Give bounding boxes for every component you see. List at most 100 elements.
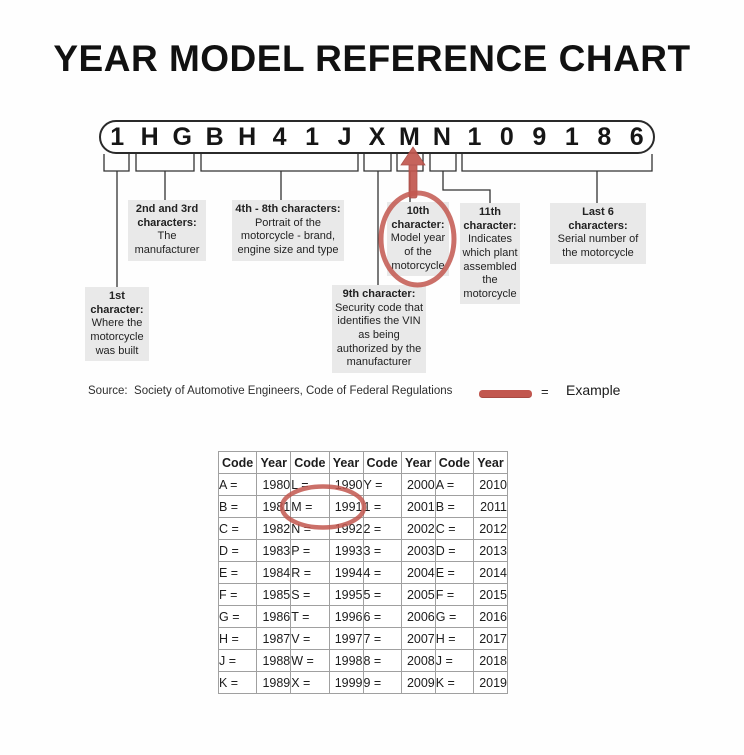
table-cell: B = (217, 495, 258, 518)
table-cell: X = (290, 671, 330, 694)
table-row: A = 1980 L = 1990 Y = 2000 A = 2010 (217, 473, 508, 496)
table-cell: Y = (362, 473, 402, 496)
table-cell: E = (434, 561, 475, 584)
table-cell: 2004 (400, 561, 436, 584)
table-cell: F = (434, 583, 475, 606)
vin-char-10: M (399, 122, 420, 151)
table-cell: R = (290, 561, 330, 584)
callout-1st-character: 1st character: Where the motorcycle was … (85, 287, 149, 362)
callout-11th-character: 11th character: Indicates which plant as… (460, 203, 520, 305)
table-cell: 2017 (473, 627, 508, 650)
table-row: E = 1984 R = 1994 4 = 2004 E = 2014 (217, 561, 508, 584)
table-header-row: Code Year Code Year Code Year Code Year (217, 451, 508, 474)
table-cell: D = (434, 539, 475, 562)
callout-last-6-characters: Last 6 characters: Serial number of the … (550, 203, 646, 264)
table-cell: 2006 (400, 605, 436, 628)
vin-char-11: N (432, 122, 451, 151)
table-cell: H = (434, 627, 475, 650)
col-header: Code (434, 451, 475, 474)
callout-heading: 9th character: (342, 288, 416, 300)
table-cell: 2018 (473, 649, 508, 672)
source-text: Source: Society of Automotive Engineers,… (88, 385, 453, 397)
table-cell: 1983 (256, 539, 292, 562)
callout-body: Serial number of the motorcycle (557, 233, 639, 259)
table-cell: V = (290, 627, 330, 650)
table-cell: D = (217, 539, 258, 562)
callout-body: The manufacturer (134, 230, 200, 256)
table-cell: 1994 (328, 561, 364, 584)
callout-body: Model year of the motorcycle (390, 232, 446, 272)
table-cell: 1990 (328, 473, 364, 496)
table-row: J = 1988 W = 1998 8 = 2008 J = 2018 (217, 649, 508, 672)
table-cell: 2013 (473, 539, 508, 562)
table-cell: W = (290, 649, 330, 672)
table-cell: 1981 (256, 495, 292, 518)
table-cell: 2019 (473, 671, 508, 694)
table-cell: 2010 (473, 473, 508, 496)
table-cell: 8 = (362, 649, 402, 672)
table-cell: 2005 (400, 583, 436, 606)
table-cell: 1999 (328, 671, 364, 694)
callout-body: Security code that identifies the VIN as… (334, 301, 424, 369)
table-cell: 2014 (473, 561, 508, 584)
callout-body: Indicates which plant assembled the moto… (462, 233, 518, 300)
callout-heading: 4th - 8th characters: (235, 203, 341, 215)
callout-body: Portrait of the motorcycle - brand, engi… (237, 216, 339, 256)
table-cell: G = (217, 605, 258, 628)
vin-char-2: H (140, 122, 159, 151)
table-cell: 1980 (256, 473, 292, 496)
vin-char-13: 0 (499, 122, 514, 151)
table-cell: 1982 (256, 517, 292, 540)
bracket-last-6 (461, 154, 653, 172)
callout-heading: 2nd and 3rd characters: (135, 203, 199, 229)
table-row: K = 1989 X = 1999 9 = 2009 K = 2019 (217, 671, 508, 694)
table-row: H = 1987 V = 1997 7 = 2007 H = 2017 (217, 627, 508, 650)
table-cell: K = (434, 671, 475, 694)
vin-char-1: 1 (110, 122, 125, 151)
vin-char-15: 1 (564, 122, 579, 151)
table-cell: 1988 (256, 649, 292, 672)
bracket-4th-8th (200, 154, 359, 172)
table-cell: C = (217, 517, 258, 540)
table-cell: H = (217, 627, 258, 650)
table-cell: 2000 (400, 473, 436, 496)
table-cell: E = (217, 561, 258, 584)
vin-char-17: 6 (629, 122, 644, 151)
col-header: Code (290, 451, 330, 474)
page-title: YEAR MODEL REFERENCE CHART (53, 38, 691, 79)
table-cell: 1987 (256, 627, 292, 650)
bracket-11th (429, 154, 457, 172)
col-header: Year (328, 451, 364, 474)
callout-4th-8th-characters: 4th - 8th characters: Portrait of the mo… (232, 200, 344, 261)
table-row: G = 1986 T = 1996 6 = 2006 G = 2016 (217, 605, 508, 628)
callout-heading: 11th character: (463, 206, 517, 232)
table-cell: 2015 (473, 583, 508, 606)
callout-heading: 1st character: (90, 290, 144, 316)
vin-char-6: 4 (272, 122, 287, 151)
vin-char-4: B (205, 122, 224, 151)
vin-char-3: G (172, 122, 192, 151)
table-cell: 2009 (400, 671, 436, 694)
table-cell: L = (290, 473, 330, 496)
table-cell: 2007 (400, 627, 436, 650)
vin-char-12: 1 (467, 122, 482, 151)
callout-2nd-3rd-characters: 2nd and 3rd characters: The manufacturer (128, 200, 206, 261)
table-cell: N = (290, 517, 330, 540)
table-cell: 1985 (256, 583, 292, 606)
col-header: Code (362, 451, 402, 474)
table-cell: 2 = (362, 517, 402, 540)
table-cell: 1997 (328, 627, 364, 650)
stem-11th (442, 171, 491, 203)
table-cell: 1989 (256, 671, 292, 694)
table-cell: 2003 (400, 539, 436, 562)
table-cell: A = (217, 473, 258, 496)
bracket-10th (396, 154, 424, 172)
table-cell: 2011 (473, 495, 508, 518)
vin-char-7: 1 (305, 122, 319, 151)
table-cell: 1984 (256, 561, 292, 584)
table-cell: 1992 (328, 517, 364, 540)
table-row: B = 1981 M = 1991 1 = 2001 B = 2011 (217, 495, 508, 518)
table-cell: J = (434, 649, 475, 672)
table-cell: A = (434, 473, 475, 496)
example-red-line (479, 390, 532, 398)
